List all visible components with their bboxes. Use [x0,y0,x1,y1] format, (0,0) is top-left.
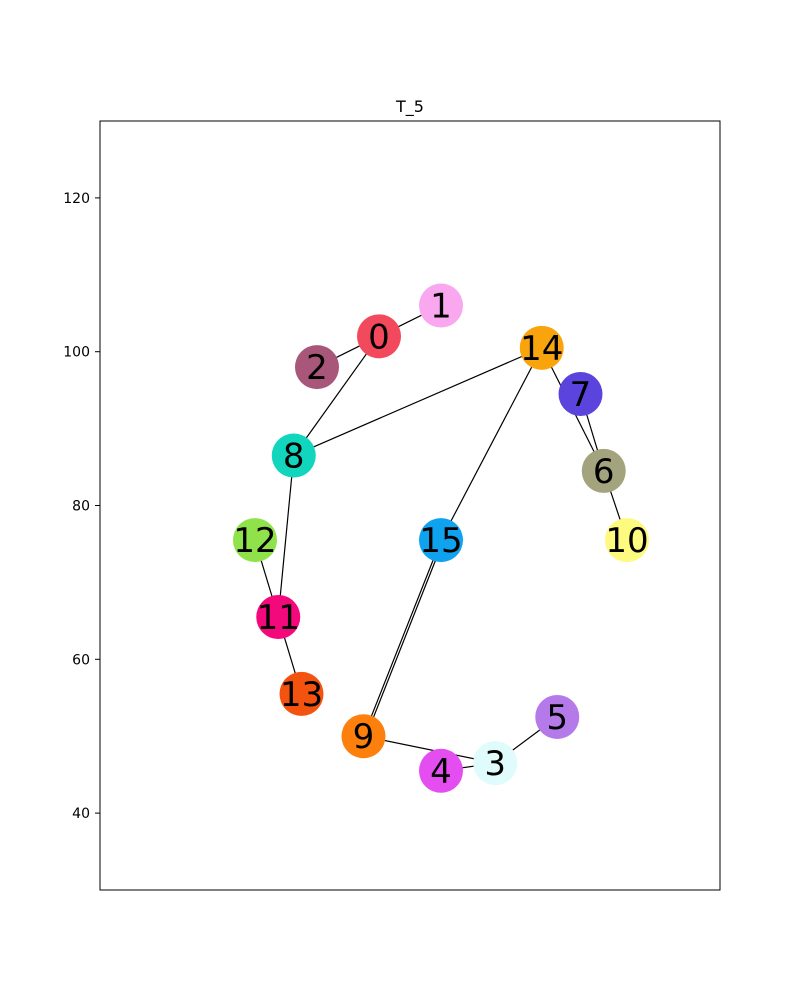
y-tick-label-60: 60 [72,652,90,668]
node-label-9: 9 [353,717,375,757]
node-14 [519,325,564,370]
node-label-2: 2 [306,348,328,388]
node-label-15: 15 [419,521,462,561]
node-label-10: 10 [605,521,648,561]
edge-14-15 [440,347,543,541]
plot-frame [99,120,721,891]
node-13 [279,671,324,716]
node-7 [558,371,603,416]
node-4 [419,748,463,793]
node-11 [256,595,301,640]
node-label-1: 1 [430,287,452,327]
node-9 [341,714,386,759]
y-tick-label-100: 100 [63,345,90,361]
node-label-0: 0 [368,317,390,357]
y-tick-label-120: 120 [63,191,90,207]
edge-15-9 [365,539,445,737]
node-1 [419,283,463,328]
edge-15-9 [362,539,442,737]
node-2 [295,345,339,390]
edge-9-3 [363,735,496,764]
edge-8-14 [293,347,542,457]
y-tick-label-80: 80 [72,499,90,515]
node-10 [605,518,649,563]
node-15 [419,518,463,563]
node-label-11: 11 [257,598,300,638]
node-5 [535,694,580,739]
y-axis: 40 60 80 100 120 [63,191,100,822]
y-tick-label-40: 40 [72,806,90,822]
node-8 [271,433,316,478]
node-label-6: 6 [593,452,615,492]
node-label-7: 7 [570,375,592,415]
node-label-3: 3 [484,744,506,784]
node-label-13: 13 [280,675,323,715]
node-6 [581,448,626,493]
node-12 [233,518,277,563]
edge-0-8 [293,335,380,456]
node-label-8: 8 [283,437,305,477]
node-label-14: 14 [520,329,563,369]
node-label-5: 5 [546,698,568,738]
node-label-12: 12 [233,521,276,561]
node-0 [357,314,401,359]
chart-title: T_5 [395,97,424,117]
node-3 [473,741,518,786]
node-label-4: 4 [430,752,452,792]
edge-8-11 [277,455,295,618]
